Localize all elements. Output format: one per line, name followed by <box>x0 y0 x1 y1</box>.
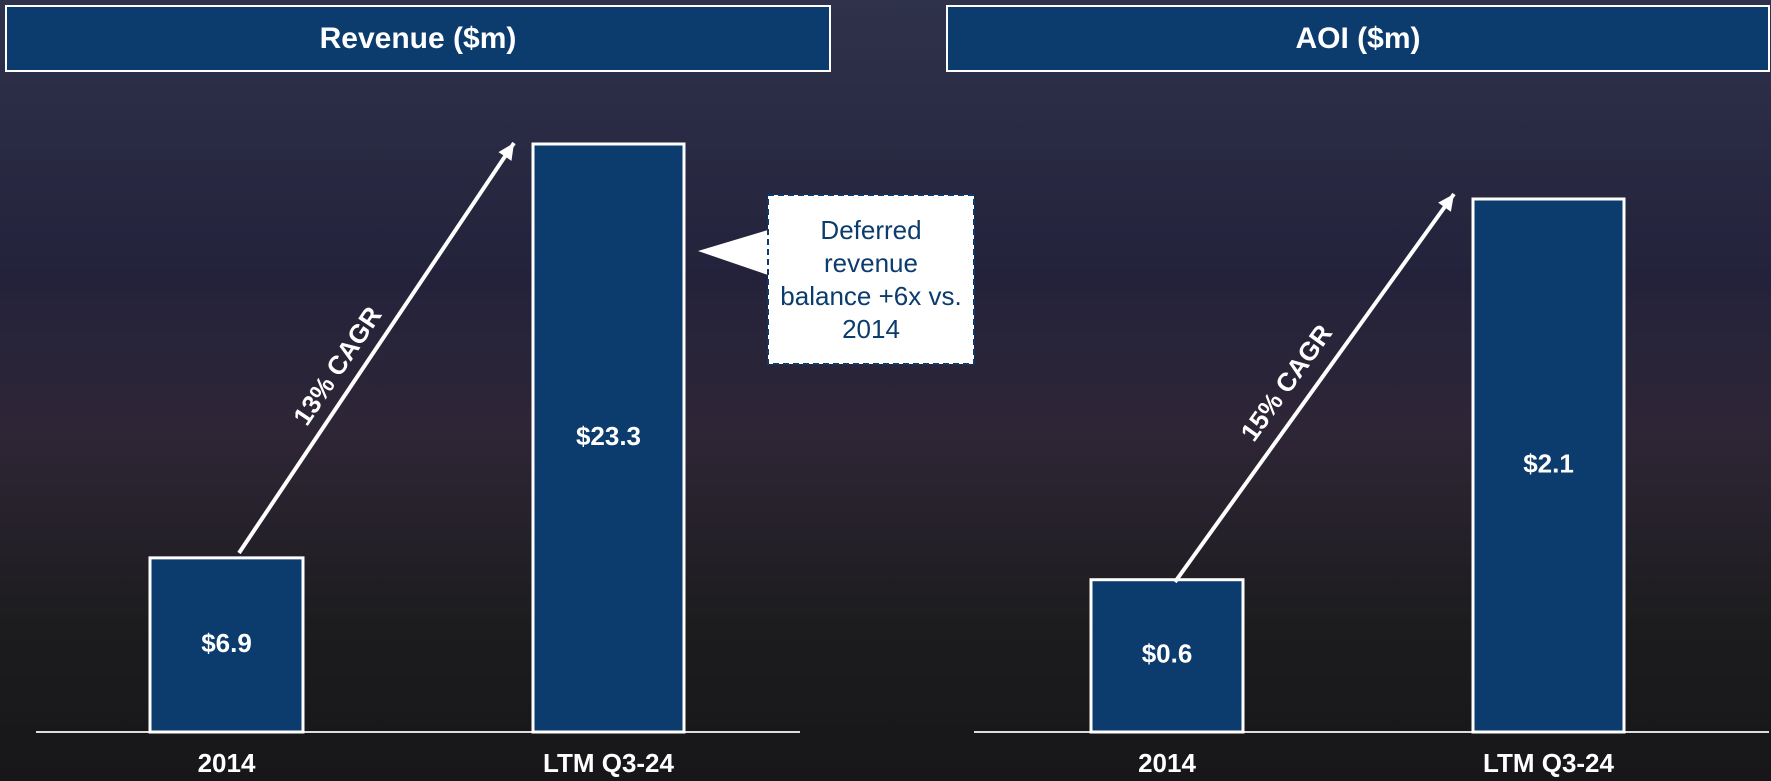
category-label: LTM Q3-24 <box>1483 748 1615 778</box>
category-label: LTM Q3-24 <box>543 748 675 778</box>
charts: Revenue ($m)$6.92014$23.3LTM Q3-2413% CA… <box>0 0 1771 781</box>
chart-title: AOI ($m) <box>1295 22 1420 55</box>
category-label: 2014 <box>1138 748 1196 778</box>
slide: Revenue ($m)$6.92014$23.3LTM Q3-2413% CA… <box>0 0 1771 781</box>
value-label: $2.1 <box>1523 448 1574 478</box>
category-label: 2014 <box>198 748 256 778</box>
callout-text: Deferred revenue balance +6x vs. 2014 <box>768 195 974 364</box>
value-label: $23.3 <box>576 421 641 451</box>
value-label: $0.6 <box>1142 639 1193 669</box>
chart-title: Revenue ($m) <box>320 22 517 55</box>
value-label: $6.9 <box>201 628 252 658</box>
